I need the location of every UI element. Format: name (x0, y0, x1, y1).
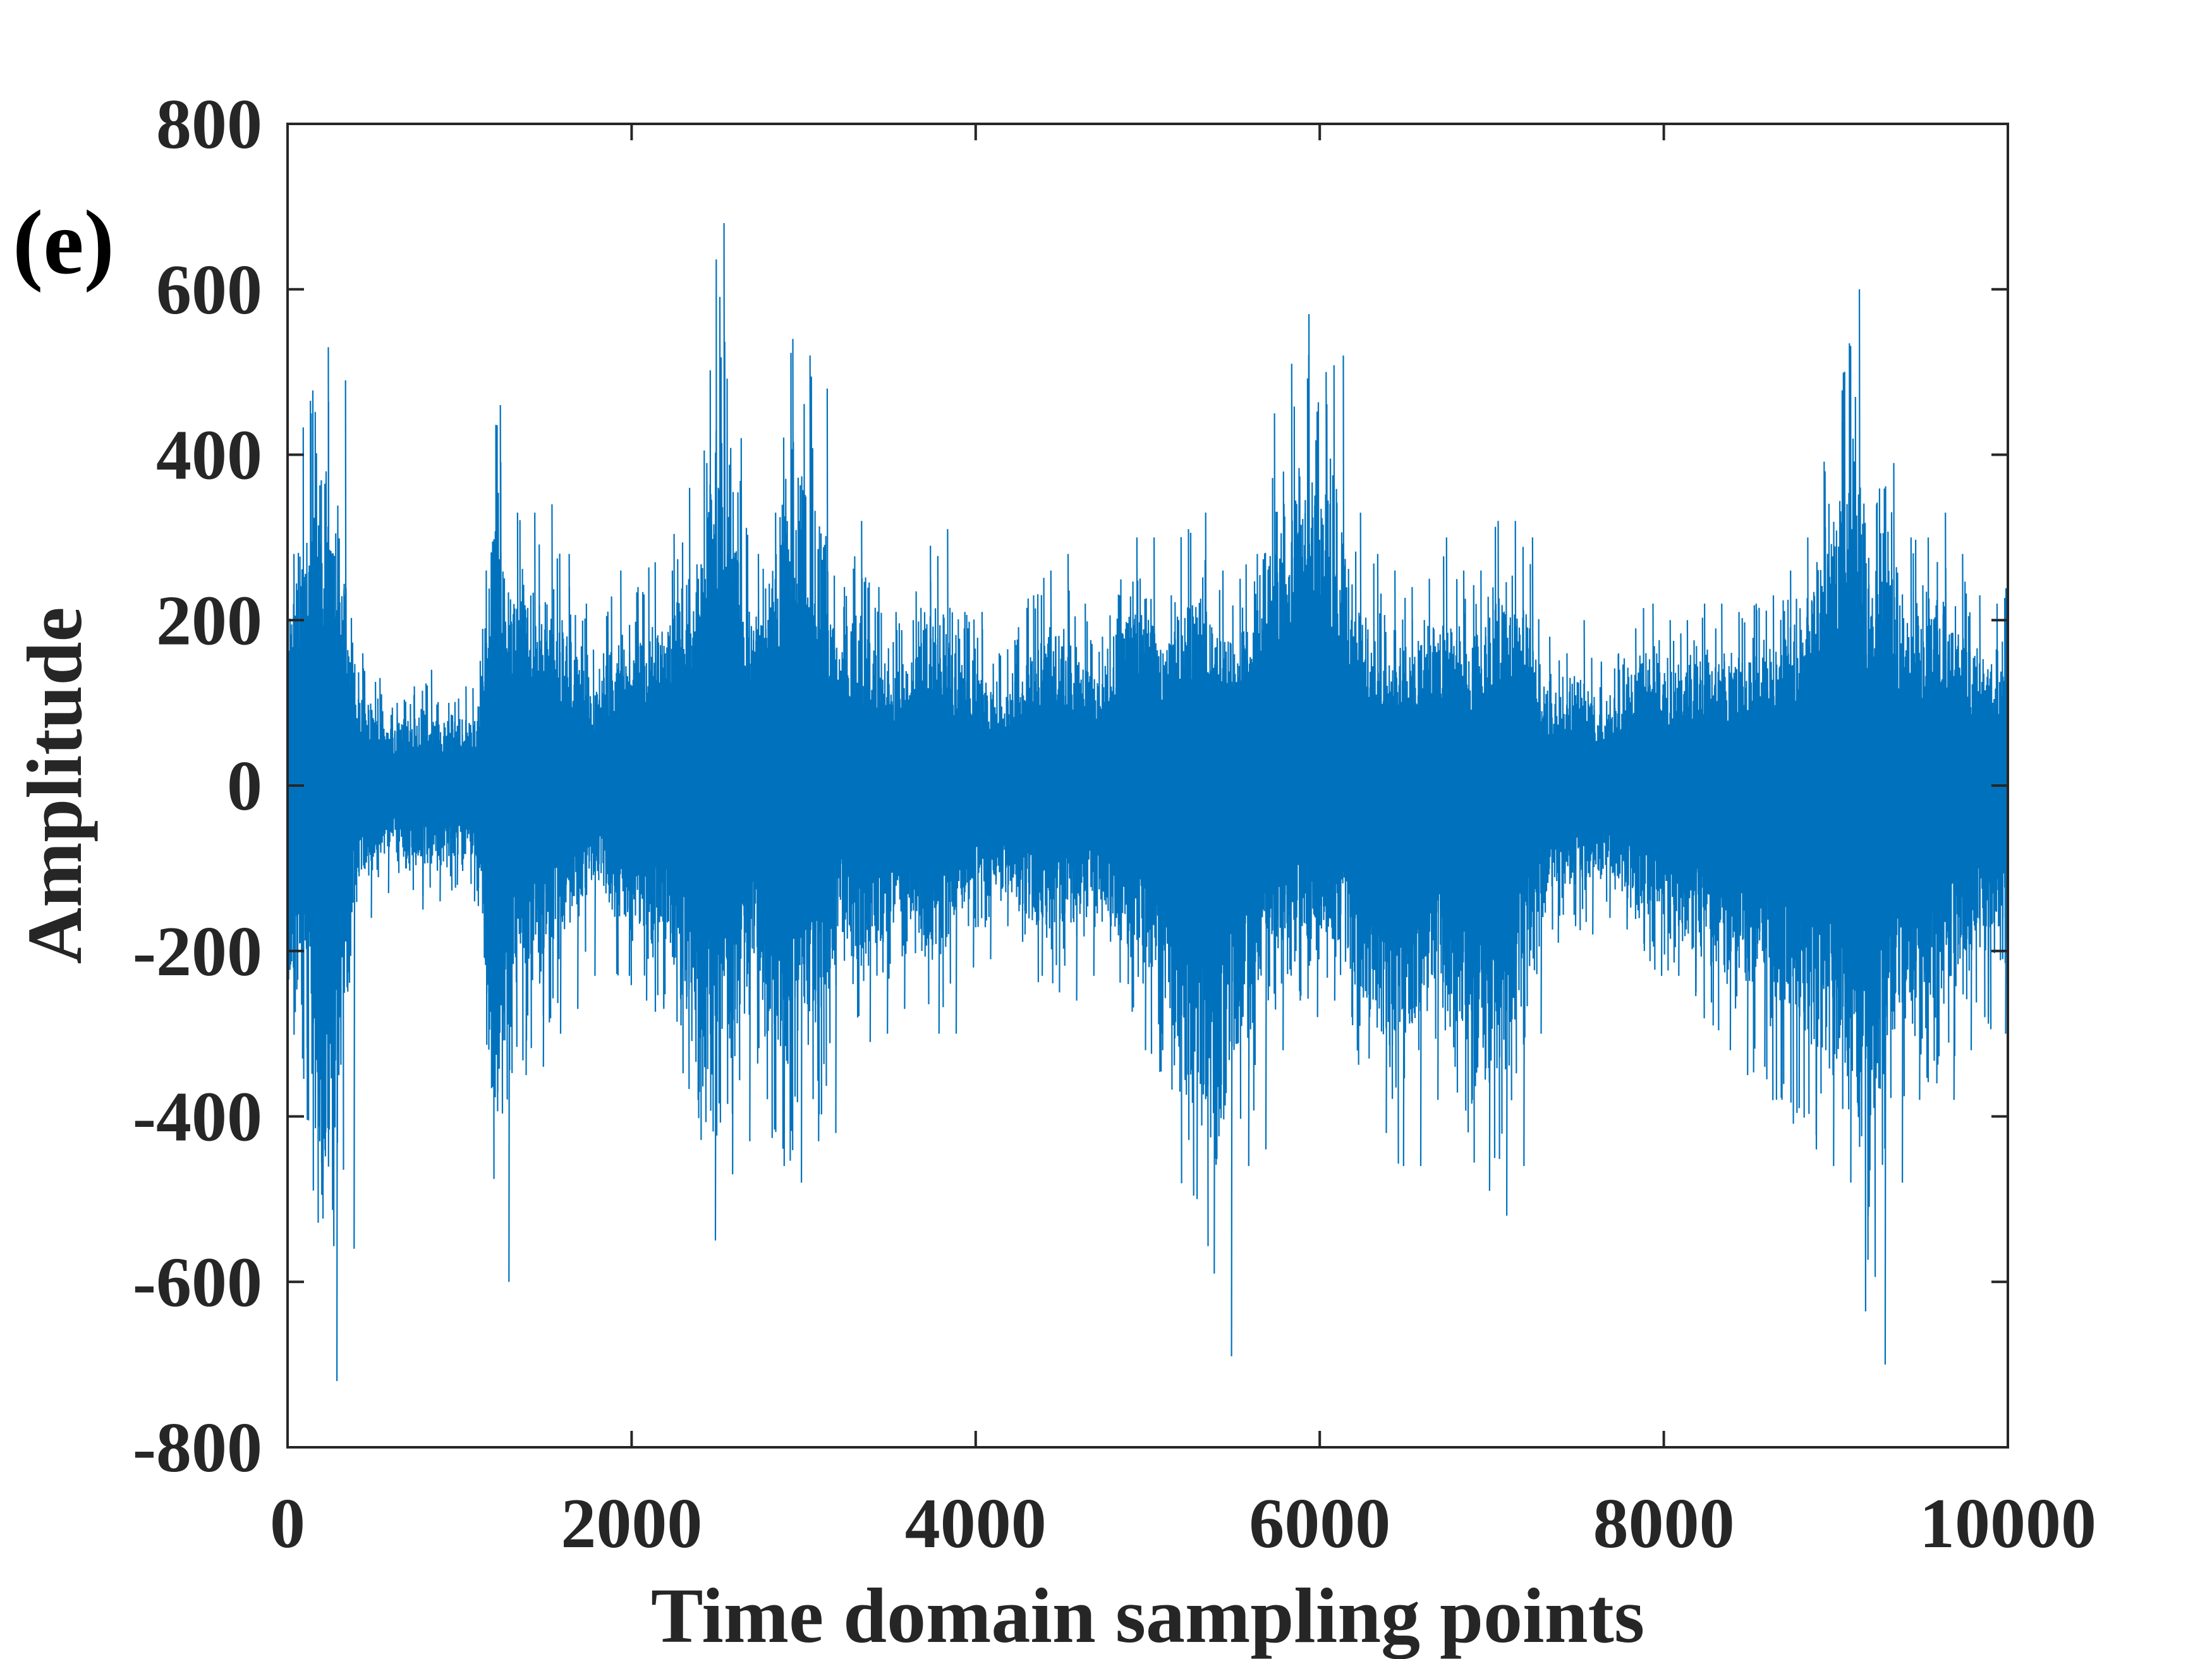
y-axis-title: Amplitude (11, 607, 98, 964)
y-tick-label: -200 (133, 913, 262, 991)
y-tick-labels: 800 600 400 200 0 -200 -400 -600 -800 (133, 85, 262, 1487)
y-tick-label: -600 (133, 1243, 262, 1322)
y-tick-label: 800 (156, 85, 262, 164)
x-axis-title: Time domain sampling points (651, 1572, 1644, 1659)
x-tick-label: 4000 (905, 1485, 1047, 1563)
axis-ticks (286, 123, 2009, 1449)
signal-peaks (293, 222, 2007, 1382)
x-tick-label: 10000 (1919, 1485, 2096, 1563)
x-tick-label: 6000 (1249, 1485, 1390, 1563)
y-tick-label: 0 (227, 747, 262, 825)
y-tick-label: 400 (156, 416, 262, 495)
x-tick-labels: 0 2000 4000 6000 8000 10000 (270, 1485, 2096, 1563)
panel-label: (e) (13, 192, 114, 293)
y-tick-label: -800 (133, 1409, 262, 1487)
x-tick-label: 2000 (561, 1485, 702, 1563)
plot-area (288, 222, 2008, 1382)
x-tick-label: 8000 (1593, 1485, 1735, 1563)
signal-series (288, 222, 2008, 1382)
x-tick-label: 0 (270, 1485, 305, 1563)
y-tick-label: -400 (133, 1078, 262, 1157)
y-tick-label: 600 (156, 251, 262, 329)
y-tick-label: 200 (156, 581, 262, 660)
